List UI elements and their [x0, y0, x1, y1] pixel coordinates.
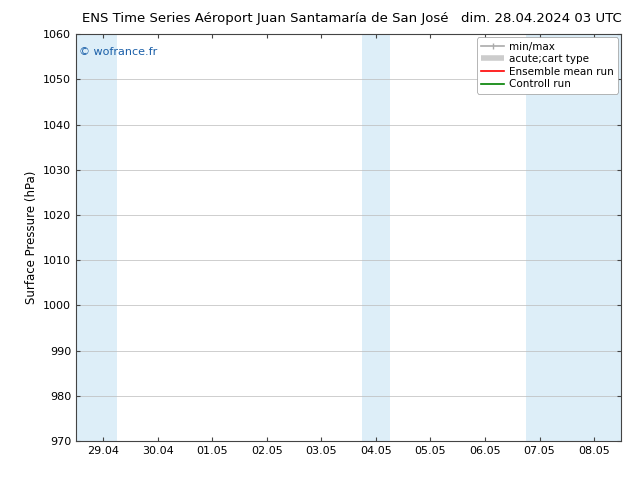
Text: dim. 28.04.2024 03 UTC: dim. 28.04.2024 03 UTC [460, 12, 621, 25]
Bar [362, 34, 389, 441]
Text: © wofrance.fr: © wofrance.fr [79, 47, 157, 56]
Legend: min/max, acute;cart type, Ensemble mean run, Controll run: min/max, acute;cart type, Ensemble mean … [477, 37, 618, 94]
Bar [76, 34, 117, 441]
Text: ENS Time Series Aéroport Juan Santamaría de San José: ENS Time Series Aéroport Juan Santamaría… [82, 12, 449, 25]
Bar [526, 34, 621, 441]
Y-axis label: Surface Pressure (hPa): Surface Pressure (hPa) [25, 171, 37, 304]
